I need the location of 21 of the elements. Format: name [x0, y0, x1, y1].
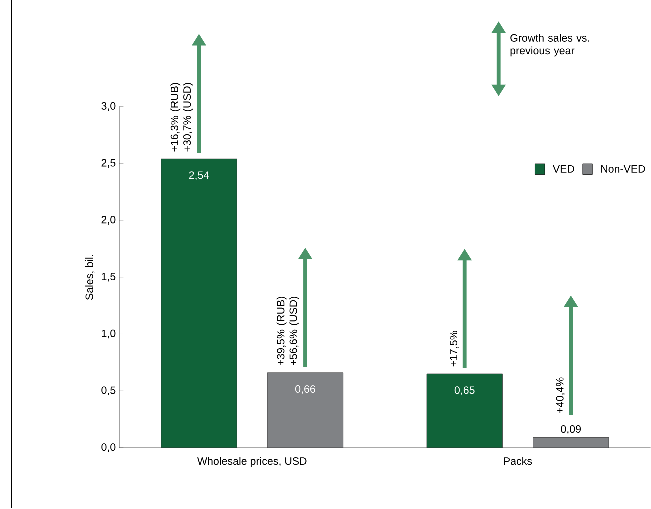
y-axis-title: Sales, bil. — [85, 255, 95, 300]
x-tick-label: Wholesale prices, USD — [197, 457, 307, 468]
text: Growth sales vs. previous year — [510, 34, 590, 57]
legend-label: Non-VED — [602, 166, 646, 174]
data-label: 2,54 — [189, 172, 210, 181]
data-label: 0,09 — [561, 426, 582, 434]
y-tick-label: 0,5 — [102, 386, 116, 396]
y-tick-label: 2,0 — [102, 216, 116, 226]
data-label: 0,65 — [454, 386, 475, 396]
annotation: +39,5% (RUB) +56,6% (USD) — [276, 297, 300, 366]
y-tick-label: 1,0 — [102, 330, 116, 339]
x-tick-label: Packs — [504, 457, 532, 466]
y-tick-label: 0,0 — [102, 444, 116, 453]
y-tick-label: 1,5 — [102, 273, 116, 282]
data-label: 0,66 — [296, 386, 316, 394]
annotation: +16,3% (RUB) +30,7% (USD) — [170, 83, 194, 152]
y-tick-label: 2,5 — [102, 159, 116, 168]
y-tick-label: 3,0 — [102, 102, 116, 112]
legend-label: VED — [553, 166, 574, 173]
annotation: +17,5% — [450, 331, 459, 367]
annotation: +40,4% — [556, 378, 566, 414]
